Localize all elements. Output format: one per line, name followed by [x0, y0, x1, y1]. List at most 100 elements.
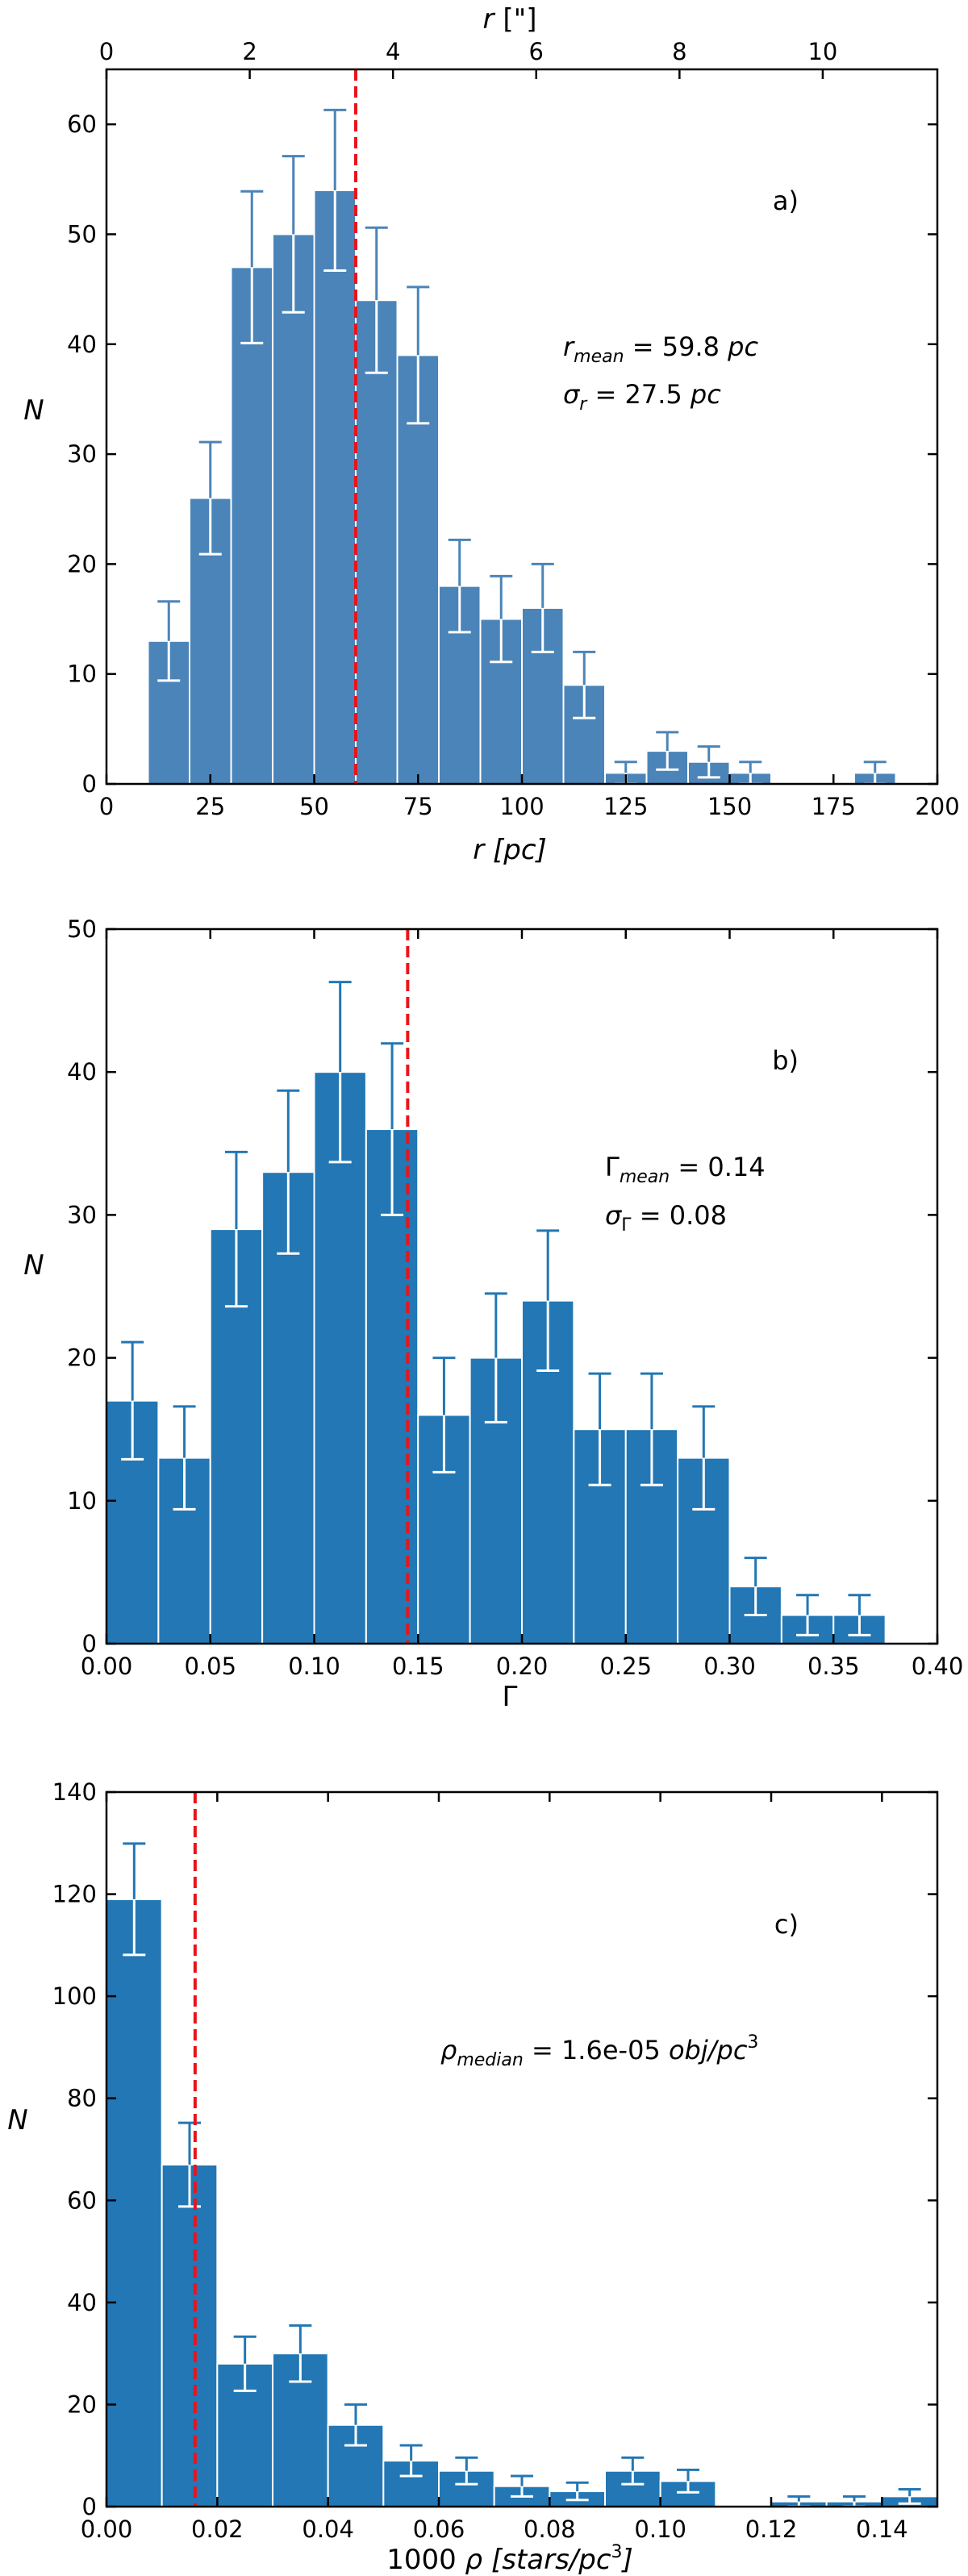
panel-a-y-tick-label-5: 50 [67, 220, 97, 248]
panel-c-x-tick-label-2: 0.04 [302, 2516, 354, 2543]
panel-c-y-tick-label-2: 40 [67, 2289, 97, 2316]
panel-c-error-bar-8 [565, 2481, 589, 2502]
panel-b-gamma-histogram: 0.00 0.05 0.10 0.15 0.20 0.25 0.30 0.35 0.40 0 10… [23, 915, 963, 1713]
panel-a-x-tick-label-2: 50 [299, 793, 329, 820]
panel-a-error-bar-1 [198, 440, 222, 556]
panel-b-error-bar-8 [536, 1229, 560, 1373]
panel-c-bars [106, 1898, 939, 2508]
panel-a-x-tick-label-4: 100 [499, 793, 544, 820]
panel-c-x-tick-label-7: 0.14 [856, 2516, 908, 2543]
panel-c-error-bar-6 [455, 2456, 478, 2486]
panel-a-y-tick-label-3: 30 [67, 440, 97, 468]
panel-a-ylabel: N [23, 394, 44, 427]
panel-b-label: b) [772, 1045, 799, 1076]
panel-a-annotation-sigma: σr = 27.5 pc [563, 379, 721, 415]
panel-a-error-bar-10 [573, 650, 596, 719]
panel-a-y-tick-label-0: 0 [82, 770, 97, 798]
panel-a-x-tick-label-5: 125 [603, 793, 648, 820]
panel-a-x-tick-label-0: 0 [99, 793, 114, 820]
panel-c-x-tick-label-1: 0.02 [191, 2516, 244, 2543]
panel-a-top-tick-label-5: 10 [807, 38, 837, 65]
panel-a-error-bar-12 [656, 731, 679, 771]
panel-b-error-bar-9 [588, 1372, 611, 1486]
panel-b-x-tick-label-5: 0.25 [599, 1653, 652, 1680]
panel-b-x-tick-label-1: 0.05 [184, 1653, 236, 1680]
panel-b-xlabel: Γ [503, 1681, 518, 1713]
panel-a-bar-3 [272, 233, 315, 785]
panel-a-x-ticks: 0 25 50 75 100 125 150 175 200 [99, 774, 960, 820]
panel-c-error-bar-1 [178, 2121, 201, 2208]
panel-b-error-bar-6 [432, 1357, 456, 1473]
panel-c-y-tick-label-4: 80 [67, 2085, 97, 2112]
panel-b-annotation-sigma: σΓ = 0.08 [605, 1200, 727, 1236]
panel-c-x-ticks: 0.00 0.02 0.04 0.06 0.08 0.10 0.12 0.14 [81, 1792, 908, 2543]
panel-a-top-ticks: 0 2 4 6 8 10 [99, 38, 837, 79]
panel-a-error-bar-6 [407, 286, 430, 425]
panel-b-y-tick-label-1: 10 [67, 1487, 97, 1515]
panel-c-error-bar-2 [233, 2335, 257, 2392]
panel-a-x-tick-label-3: 75 [403, 793, 433, 820]
panel-b-x-tick-label-4: 0.20 [496, 1653, 549, 1680]
panel-b-error-bar-10 [640, 1372, 663, 1486]
panel-a-x-tick-label-1: 25 [195, 793, 225, 820]
panel-a-top-tick-label-3: 6 [529, 38, 544, 65]
panel-b-x-tick-label-0: 0.00 [81, 1653, 133, 1680]
panel-b-x-tick-label-2: 0.10 [288, 1653, 340, 1680]
panel-c-y-tick-label-5: 100 [52, 1982, 97, 2010]
panel-a-x-tick-label-8: 200 [915, 793, 959, 820]
panel-a-error-bar-7 [448, 538, 471, 634]
panel-b-y-tick-label-4: 40 [67, 1058, 97, 1086]
panel-c-bar-1 [161, 2163, 219, 2507]
panel-b-y-tick-label-2: 20 [67, 1344, 97, 1372]
panel-a-bar-2 [230, 266, 273, 786]
panel-a-bars [147, 189, 897, 786]
panel-b-error-bar-1 [173, 1405, 196, 1511]
panel-b-x-ticks: 0.00 0.05 0.10 0.15 0.20 0.25 0.30 0.35 0.40 [81, 929, 964, 1680]
panel-c-error-bar-5 [399, 2444, 423, 2478]
panel-a-distance-histogram: 0 25 50 75 100 125 150 175 200 0 10 20 30 40 50 60 0 2 4… [23, 3, 959, 866]
panel-c-error-bar-14 [898, 2487, 921, 2505]
panel-c-density-histogram: 0.00 0.02 0.04 0.06 0.08 0.10 0.12 0.14 0 20 40 60… [7, 1778, 939, 2576]
panel-c-error-bar-4 [344, 2403, 367, 2447]
panel-b-y-tick-label-5: 50 [67, 915, 97, 943]
panel-c-label: c) [774, 1909, 799, 1940]
panel-a-error-bar-2 [240, 190, 264, 344]
panel-a-error-bar-0 [157, 600, 181, 682]
panel-a-error-bar-4 [323, 108, 347, 272]
panel-b-error-bar-12 [744, 1557, 767, 1617]
panel-b-error-bar-7 [484, 1292, 507, 1423]
panel-a-y-tick-label-2: 20 [67, 550, 97, 577]
panel-a-error-bar-3 [282, 155, 305, 314]
panel-a-top-tick-label-0: 0 [99, 38, 114, 65]
panel-a-error-bar-8 [490, 574, 513, 664]
panel-a-y-tick-label-6: 60 [67, 110, 97, 138]
panel-b-error-bar-4 [328, 981, 352, 1164]
panel-c-bar-0 [106, 1898, 163, 2507]
panel-a-annotation-mean: rmean = 59.8 pc [563, 331, 758, 367]
panel-c-error-bar-10 [677, 2468, 699, 2494]
panel-b-error-bar-3 [277, 1089, 300, 1255]
panel-c-error-bar-3 [289, 2324, 312, 2383]
panel-c-x-tick-label-4: 0.08 [524, 2516, 576, 2543]
panel-b-error-bar-5 [381, 1042, 404, 1216]
panel-b-y-ticks: 0 10 20 30 40 50 [67, 915, 937, 1657]
panel-b-x-tick-label-8: 0.40 [912, 1653, 964, 1680]
panel-a-bar-6 [396, 354, 440, 785]
panel-b-x-tick-label-7: 0.35 [807, 1653, 860, 1680]
panel-b-error-bar-2 [224, 1150, 248, 1308]
panel-b-y-tick-label-3: 30 [67, 1201, 97, 1228]
panel-c-y-tick-label-1: 20 [67, 2391, 97, 2418]
panel-c-y-tick-label-0: 0 [82, 2493, 97, 2520]
panel-b-error-bar-0 [121, 1340, 144, 1461]
panel-c-error-bars [123, 1842, 921, 2508]
panel-b-x-tick-label-6: 0.30 [703, 1653, 756, 1680]
panel-a-top-axis-label: r ["] [483, 3, 537, 35]
panel-c-x-tick-label-0: 0.00 [81, 2516, 133, 2543]
panel-b-error-bar-11 [692, 1405, 716, 1511]
panel-c-x-tick-label-5: 0.10 [634, 2516, 686, 2543]
panel-c-error-bar-9 [621, 2456, 645, 2486]
panel-c-y-tick-label-7: 140 [52, 1778, 97, 1806]
panel-c-y-tick-label-3: 60 [67, 2186, 97, 2214]
panel-a-x-tick-label-6: 150 [707, 793, 752, 820]
